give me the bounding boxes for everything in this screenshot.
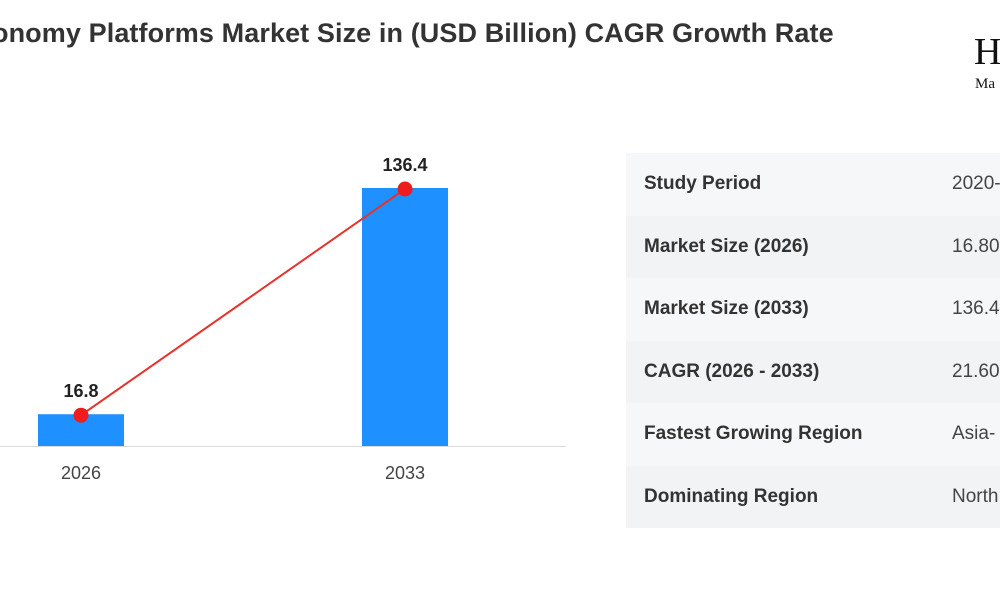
chart-title: onomy Platforms Market Size in (USD Bill… bbox=[0, 18, 834, 48]
x-tick-label-2033: 2033 bbox=[385, 463, 425, 483]
table-row: CAGR (2026 - 2033) 21.60 bbox=[626, 340, 1000, 403]
brand-logo: H Ma bbox=[974, 32, 1000, 102]
value-label-2033: 136.4 bbox=[382, 155, 427, 175]
row-label: Dominating Region bbox=[626, 465, 952, 528]
row-label: Market Size (2033) bbox=[626, 278, 952, 341]
row-label: Study Period bbox=[626, 153, 952, 216]
row-label: CAGR (2026 - 2033) bbox=[626, 340, 952, 403]
row-label: Fastest Growing Region bbox=[626, 403, 952, 466]
trend-point-2026 bbox=[73, 407, 89, 423]
row-value: Asia- bbox=[952, 403, 1000, 466]
table-row: Study Period 2020- bbox=[626, 153, 1000, 216]
table-row: Dominating Region North bbox=[626, 465, 1000, 528]
row-label: Market Size (2026) bbox=[626, 215, 952, 278]
table-row: Fastest Growing Region Asia- bbox=[626, 403, 1000, 466]
market-info-table: Study Period 2020- Market Size (2026) 16… bbox=[626, 153, 1000, 528]
table-row: Market Size (2033) 136.4 bbox=[626, 278, 1000, 341]
row-value: 16.80 bbox=[952, 215, 1000, 278]
value-label-2026: 16.8 bbox=[63, 381, 98, 401]
row-value: 21.60 bbox=[952, 340, 1000, 403]
bar-2033 bbox=[362, 188, 448, 446]
row-value: North bbox=[952, 465, 1000, 528]
row-value: 2020- bbox=[952, 153, 1000, 216]
logo-mark: H bbox=[974, 32, 1000, 73]
trend-point-2033 bbox=[397, 181, 413, 197]
trend-line bbox=[80, 188, 406, 417]
bar-chart: 16.8 136.4 2026 2033 bbox=[0, 155, 566, 483]
logo-subtext: Ma bbox=[975, 76, 995, 92]
row-value: 136.4 bbox=[952, 278, 1000, 341]
x-tick-label-2026: 2026 bbox=[61, 463, 101, 483]
table-row: Market Size (2026) 16.80 bbox=[626, 215, 1000, 278]
